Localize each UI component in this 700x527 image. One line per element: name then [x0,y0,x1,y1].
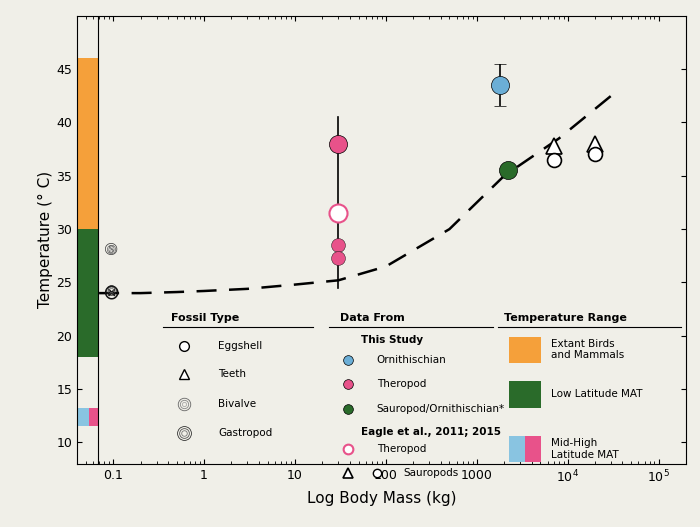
Y-axis label: Temperature (° C): Temperature (° C) [38,171,53,308]
Bar [509,337,540,363]
X-axis label: Log Body Mass (kg): Log Body Mass (kg) [307,491,456,506]
Text: Mid-High
Latitude MAT: Mid-High Latitude MAT [551,438,619,460]
Bar [525,436,540,462]
Bar [89,408,98,426]
Bar [77,229,98,357]
Text: Eagle et al., 2011; 2015: Eagle et al., 2011; 2015 [361,427,501,437]
Text: Temperature Range: Temperature Range [504,313,626,323]
Bar [77,58,98,229]
Text: Fossil Type: Fossil Type [171,313,239,323]
Text: Low Latitude MAT: Low Latitude MAT [551,389,643,399]
Text: Extant Birds
and Mammals: Extant Birds and Mammals [551,339,624,360]
Bar [509,381,540,407]
Bar [77,408,89,426]
Text: $\otimes$: $\otimes$ [102,283,120,303]
Text: Sauropods: Sauropods [403,469,459,479]
Text: Sauropod/Ornithischian*: Sauropod/Ornithischian* [377,404,505,414]
Text: Eggshell: Eggshell [218,340,262,350]
Text: This Study: This Study [361,336,423,346]
Text: $\circledS$: $\circledS$ [104,241,118,259]
Text: Gastropod: Gastropod [218,428,272,438]
Bar [509,436,525,462]
Text: Teeth: Teeth [218,369,246,379]
Text: Data From: Data From [340,313,405,323]
Text: Ornithischian: Ornithischian [377,355,447,365]
Text: Bivalve: Bivalve [218,399,256,409]
Text: Theropod: Theropod [377,444,426,454]
Text: Theropod: Theropod [377,379,426,389]
